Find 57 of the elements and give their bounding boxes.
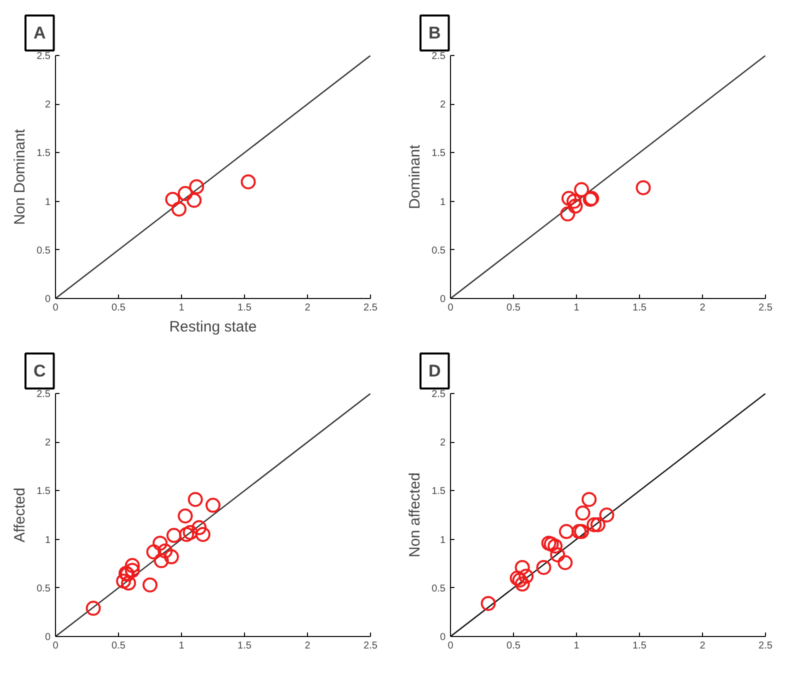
y-tick-label: 0 (440, 294, 446, 305)
x-tick-label: 1 (574, 302, 580, 314)
x-tick-label: 2 (700, 302, 706, 314)
x-tick-label: 1 (178, 640, 185, 652)
y-tick-label: 0.5 (432, 583, 446, 594)
y-axis-title: Non affected (406, 472, 424, 558)
x-tick-label: 2.5 (364, 640, 378, 652)
y-axis-title: Dominant (406, 144, 424, 210)
y-tick-label: 0.5 (36, 583, 51, 594)
y-tick-label: 2 (440, 100, 446, 111)
x-tick-label: 1 (178, 302, 185, 314)
y-tick-label: 2 (440, 438, 446, 449)
x-tick-label: 0.5 (506, 302, 521, 314)
chart-title: A (34, 24, 46, 42)
x-tick-label: 2 (700, 640, 706, 652)
x-tick-label: 0 (448, 302, 454, 314)
y-tick-label: 1 (44, 196, 51, 208)
y-tick-label: 1.5 (432, 148, 446, 160)
y-tick-label: 2.5 (36, 51, 51, 62)
x-tick-label: 0.5 (506, 640, 521, 652)
chart-title: B (428, 24, 441, 42)
y-tick-label: 1 (44, 534, 51, 546)
y-tick-label: 2.5 (36, 389, 51, 400)
y-axis-title: Affected (12, 488, 29, 542)
y-tick-label: 1.5 (432, 486, 446, 498)
x-tick-label: 1.5 (632, 302, 647, 314)
y-tick-label: 2 (44, 438, 51, 449)
chart-title: D (428, 362, 441, 380)
y-tick-label: 0.5 (432, 245, 446, 256)
x-tick-label: 0.5 (112, 640, 126, 652)
x-tick-label: 1 (574, 640, 580, 652)
y-tick-label: 2 (44, 100, 51, 111)
y-tick-label: 1.5 (36, 148, 51, 160)
chart-title: C (34, 362, 46, 380)
y-tick-label: 0 (44, 632, 51, 643)
x-tick-label: 2.5 (364, 302, 378, 314)
y-tick-label: 0.5 (36, 245, 51, 256)
y-axis-title: Non Dominant (12, 128, 29, 225)
x-tick-label: 0.5 (112, 302, 126, 314)
x-tick-label: 0 (448, 640, 454, 652)
x-tick-label: 1.5 (632, 640, 647, 652)
y-tick-label: 0 (440, 632, 446, 643)
y-tick-label: 2.5 (432, 51, 446, 62)
x-tick-label: 1.5 (238, 302, 252, 314)
x-tick-label: 2.5 (758, 640, 773, 652)
x-tick-label: 2 (304, 640, 311, 652)
x-tick-label: 2 (304, 302, 311, 314)
x-axis-title: Resting state (169, 318, 257, 336)
x-tick-label: 0 (52, 302, 59, 314)
y-tick-label: 1 (440, 196, 446, 208)
y-tick-label: 0 (44, 294, 51, 305)
x-tick-label: 0 (52, 640, 59, 652)
x-tick-label: 1.5 (238, 640, 252, 652)
y-tick-label: 1 (440, 534, 446, 546)
y-tick-label: 2.5 (432, 389, 446, 400)
x-tick-label: 2.5 (758, 302, 773, 314)
y-tick-label: 1.5 (36, 486, 51, 498)
